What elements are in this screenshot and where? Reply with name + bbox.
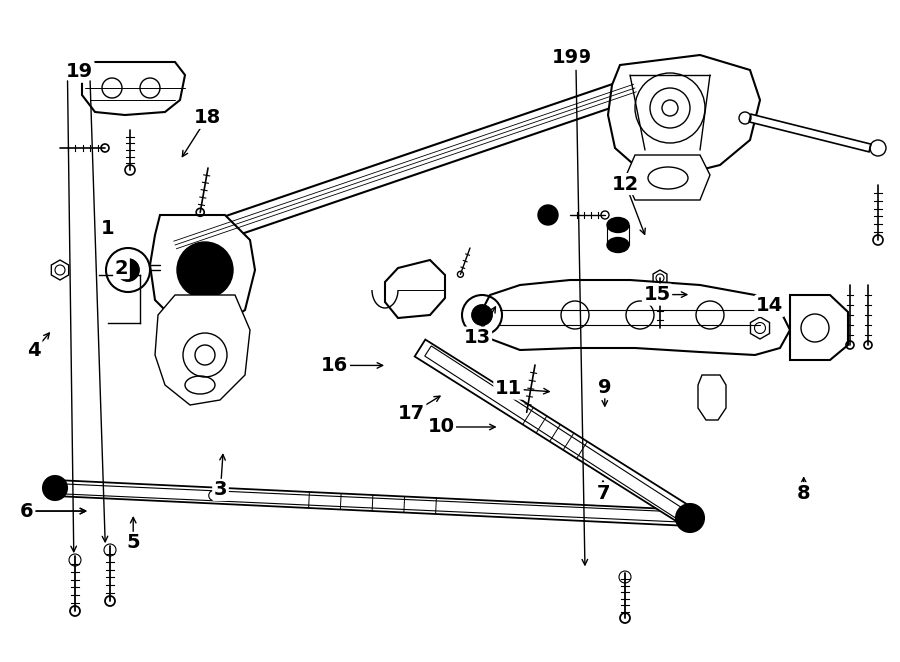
Polygon shape [751,317,770,339]
Polygon shape [55,480,690,526]
Text: 11: 11 [495,379,522,398]
Text: 10: 10 [428,418,454,436]
Text: 6: 6 [20,502,34,520]
Text: 2: 2 [114,259,129,277]
Circle shape [185,250,225,290]
Circle shape [538,205,558,225]
Polygon shape [478,280,790,355]
Text: 16: 16 [321,356,348,375]
Text: 19: 19 [552,48,579,67]
Polygon shape [698,375,726,420]
Text: 7: 7 [596,484,610,502]
Circle shape [177,242,233,298]
Polygon shape [625,155,710,200]
Text: 12: 12 [612,175,639,193]
Text: 19: 19 [66,62,93,81]
Circle shape [678,506,702,530]
Polygon shape [385,260,445,318]
Polygon shape [653,270,667,286]
Polygon shape [51,260,68,280]
Circle shape [676,504,704,532]
Polygon shape [425,346,685,520]
Text: 9: 9 [598,378,612,397]
Polygon shape [65,484,680,522]
Polygon shape [608,55,760,175]
Polygon shape [415,340,696,526]
Circle shape [43,476,67,500]
Polygon shape [790,295,848,360]
Polygon shape [749,114,871,152]
Polygon shape [171,77,639,256]
Polygon shape [82,62,185,115]
Text: 3: 3 [214,481,228,499]
Text: 14: 14 [756,297,783,315]
Ellipse shape [607,218,629,232]
Text: 17: 17 [398,404,425,423]
Text: 18: 18 [194,109,220,127]
Ellipse shape [607,238,629,252]
Circle shape [117,259,139,281]
Polygon shape [155,295,250,405]
Text: 13: 13 [464,328,490,347]
Text: 5: 5 [126,534,140,552]
Circle shape [472,305,492,325]
Text: 1: 1 [101,219,115,238]
Text: 6: 6 [20,502,34,520]
Text: 4: 4 [27,342,41,360]
Text: 19: 19 [66,62,93,81]
Text: 19: 19 [565,48,592,67]
Text: 8: 8 [796,484,811,502]
Polygon shape [150,215,255,330]
Text: 15: 15 [644,285,670,304]
